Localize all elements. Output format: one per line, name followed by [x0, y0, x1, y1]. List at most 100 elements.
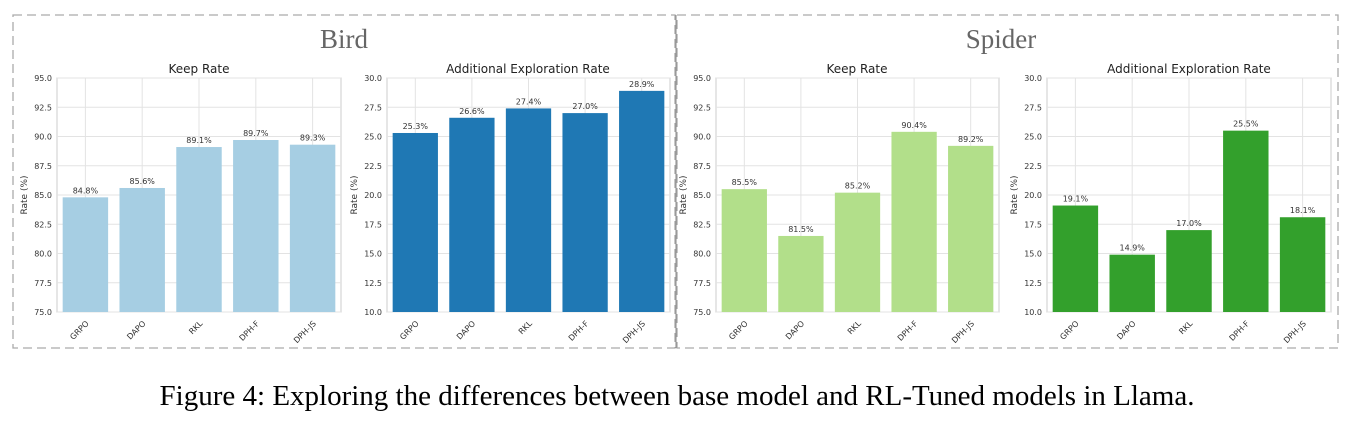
data-label: 17.0% [1176, 219, 1202, 228]
chart-3: Additional Exploration Rate 10.0 12.5 15.0 1… [1010, 62, 1332, 345]
data-label: 81.5% [788, 225, 814, 234]
x-tick-label: RKL [517, 319, 535, 337]
bar-dapo [1109, 254, 1155, 312]
x-tick-label: DPH-JS [621, 319, 647, 345]
y-tick-label: 10.0 [364, 308, 382, 317]
chart-0: Keep Rate 75.0 77.5 80.0 82.5 85.0 87.5 90.0 92.… [20, 62, 342, 345]
bar-rkl [505, 108, 552, 312]
x-tick-label: DPH-JS [292, 319, 318, 345]
x-tick-label: DPH-F [567, 319, 591, 343]
y-axis-label: Rate (%) [350, 175, 360, 214]
chart-title: Additional Exploration Rate [1107, 62, 1271, 76]
bar-dph-js [289, 144, 336, 312]
x-tick-label: DAPO [1115, 319, 1137, 341]
y-tick-label: 12.5 [1024, 279, 1042, 288]
data-label: 28.9% [629, 80, 655, 89]
bar-dph-f [233, 140, 279, 312]
y-tick-label: 27.5 [1024, 103, 1042, 112]
data-label: 89.7% [243, 129, 269, 138]
bar-dph-f [562, 113, 608, 312]
y-tick-label: 95.0 [693, 74, 711, 83]
data-label: 18.1% [1290, 206, 1316, 215]
bar-grpo [62, 197, 109, 312]
y-tick-label: 90.0 [34, 133, 52, 142]
y-tick-label: 30.0 [1024, 74, 1042, 83]
figure-caption: Figure 4: Exploring the differences betw… [159, 380, 1195, 412]
data-label: 19.1% [1063, 195, 1089, 204]
x-tick-label: DAPO [784, 319, 806, 341]
x-tick-label: DAPO [125, 319, 147, 341]
bird-group-title: Bird [320, 24, 369, 54]
bar-dph-f [1223, 130, 1269, 312]
y-tick-label: 92.5 [693, 103, 711, 112]
y-tick-label: 77.5 [34, 279, 52, 288]
y-tick-label: 77.5 [693, 279, 711, 288]
x-tick-label: DPH-F [1228, 319, 1252, 343]
data-label: 90.4% [901, 121, 927, 130]
x-tick-label: GRPO [727, 319, 750, 342]
data-label: 85.6% [129, 177, 155, 186]
y-tick-label: 12.5 [364, 279, 382, 288]
spider-group-title: Spider [966, 24, 1037, 54]
bar-dapo [778, 235, 824, 312]
x-tick-label: GRPO [1058, 319, 1081, 342]
y-tick-label: 82.5 [34, 220, 52, 229]
data-label: 85.2% [845, 182, 871, 191]
y-tick-label: 25.0 [1024, 133, 1042, 142]
bar-dph-js [619, 90, 665, 313]
y-tick-label: 75.0 [693, 308, 711, 317]
bar-rkl [834, 192, 881, 312]
chart-1: Additional Exploration Rate 10.0 12.5 15.0 1… [350, 62, 671, 345]
y-tick-label: 10.0 [1024, 308, 1042, 317]
y-tick-label: 20.0 [1024, 191, 1042, 200]
y-tick-label: 15.0 [1024, 250, 1042, 259]
y-tick-label: 75.0 [34, 308, 52, 317]
chart-title: Keep Rate [169, 62, 230, 76]
x-tick-label: GRPO [68, 319, 91, 342]
charts-layer: Keep Rate 75.0 77.5 80.0 82.5 85.0 87.5 90.0 92.… [20, 62, 1332, 345]
bar-grpo [1052, 205, 1099, 312]
x-tick-label: DPH-F [238, 319, 262, 343]
y-tick-label: 87.5 [34, 162, 52, 171]
bar-dapo [119, 187, 165, 312]
x-tick-label: DPH-JS [1282, 319, 1308, 345]
y-tick-label: 95.0 [34, 74, 52, 83]
y-tick-label: 30.0 [364, 74, 382, 83]
bar-grpo [721, 189, 767, 312]
x-tick-label: DPH-F [896, 319, 920, 343]
bar-dph-f [891, 131, 937, 312]
y-tick-label: 20.0 [364, 191, 382, 200]
bar-grpo [392, 132, 438, 312]
data-label: 27.0% [572, 102, 598, 111]
data-label: 25.3% [403, 122, 429, 131]
y-axis-label: Rate (%) [679, 175, 689, 214]
y-tick-label: 17.5 [1024, 220, 1042, 229]
data-label: 89.3% [300, 134, 326, 143]
data-label: 84.8% [73, 186, 99, 195]
bar-dph-js [1279, 217, 1326, 312]
y-tick-label: 80.0 [693, 250, 711, 259]
spider-group-frame [676, 14, 1339, 349]
bird-group-frame [12, 14, 676, 349]
y-tick-label: 90.0 [693, 133, 711, 142]
y-tick-label: 22.5 [1024, 162, 1042, 171]
data-label: 14.9% [1119, 244, 1145, 253]
data-label: 89.1% [186, 136, 212, 145]
y-tick-label: 80.0 [34, 250, 52, 259]
y-tick-label: 92.5 [34, 103, 52, 112]
y-tick-label: 85.0 [34, 191, 52, 200]
x-tick-label: RKL [846, 319, 864, 337]
chart-title: Additional Exploration Rate [446, 62, 610, 76]
data-label: 27.4% [516, 97, 542, 106]
y-tick-label: 87.5 [693, 162, 711, 171]
data-label: 89.2% [958, 135, 984, 144]
chart-title: Keep Rate [827, 62, 888, 76]
y-tick-label: 17.5 [364, 220, 382, 229]
x-tick-label: RKL [187, 319, 205, 337]
x-tick-label: GRPO [398, 319, 421, 342]
data-label: 85.5% [732, 178, 758, 187]
bar-rkl [176, 147, 222, 312]
y-tick-label: 85.0 [693, 191, 711, 200]
x-tick-label: DPH-JS [950, 319, 976, 345]
